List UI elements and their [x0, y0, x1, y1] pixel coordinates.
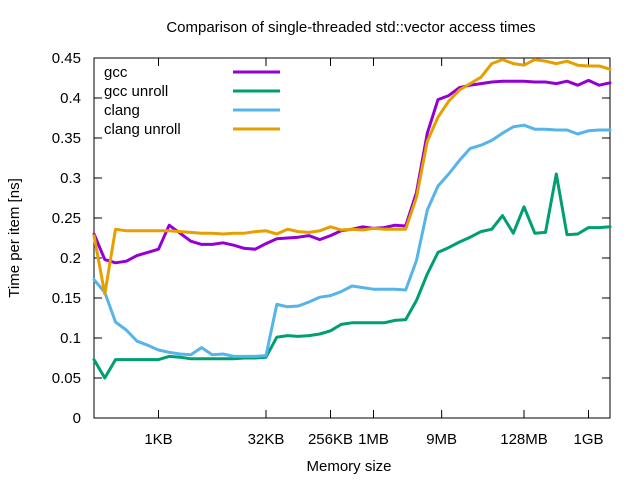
y-axis-label: Time per item [ns] — [6, 178, 23, 297]
y-tick-label: 0.45 — [52, 50, 81, 67]
x-tick-label: 32KB — [248, 431, 285, 448]
y-tick-label: 0.25 — [52, 210, 81, 227]
legend-label: gcc — [104, 64, 128, 81]
x-tick-label: 1KB — [144, 431, 172, 448]
y-tick-label: 0.4 — [60, 90, 81, 107]
legend-label: clang unroll — [104, 121, 181, 138]
x-tick-label: 1GB — [573, 431, 603, 448]
y-tick-label: 0.35 — [52, 130, 81, 147]
x-axis-label: Memory size — [306, 458, 391, 475]
x-tick-label: 128MB — [500, 431, 548, 448]
plot-frame — [93, 57, 611, 419]
series-line — [92, 123, 612, 358]
x-tick-label: 256KB — [308, 431, 353, 448]
y-tick-label: 0.2 — [60, 250, 81, 267]
series-line — [92, 78, 612, 265]
y-tick-label: 0.3 — [60, 170, 81, 187]
plot-area: 0 0.05 0.1 0.15 0.2 0.25 0.3 0.35 0.4 0.45 1KB 32KB… — [52, 50, 612, 448]
y-tick-label: 0.05 — [52, 370, 81, 387]
y-tick-label: 0.15 — [52, 290, 81, 307]
chart-title: Comparison of single-threaded std::vecto… — [166, 19, 535, 36]
series-line — [92, 172, 612, 380]
legend-label: gcc unroll — [104, 83, 168, 100]
x-tick-label: 9MB — [426, 431, 457, 448]
series-line — [92, 58, 612, 296]
legend-label: clang — [104, 102, 140, 119]
y-tick-label: 0.1 — [60, 330, 81, 347]
y-tick-label: 0 — [73, 410, 81, 427]
x-tick-label: 1MB — [358, 431, 389, 448]
